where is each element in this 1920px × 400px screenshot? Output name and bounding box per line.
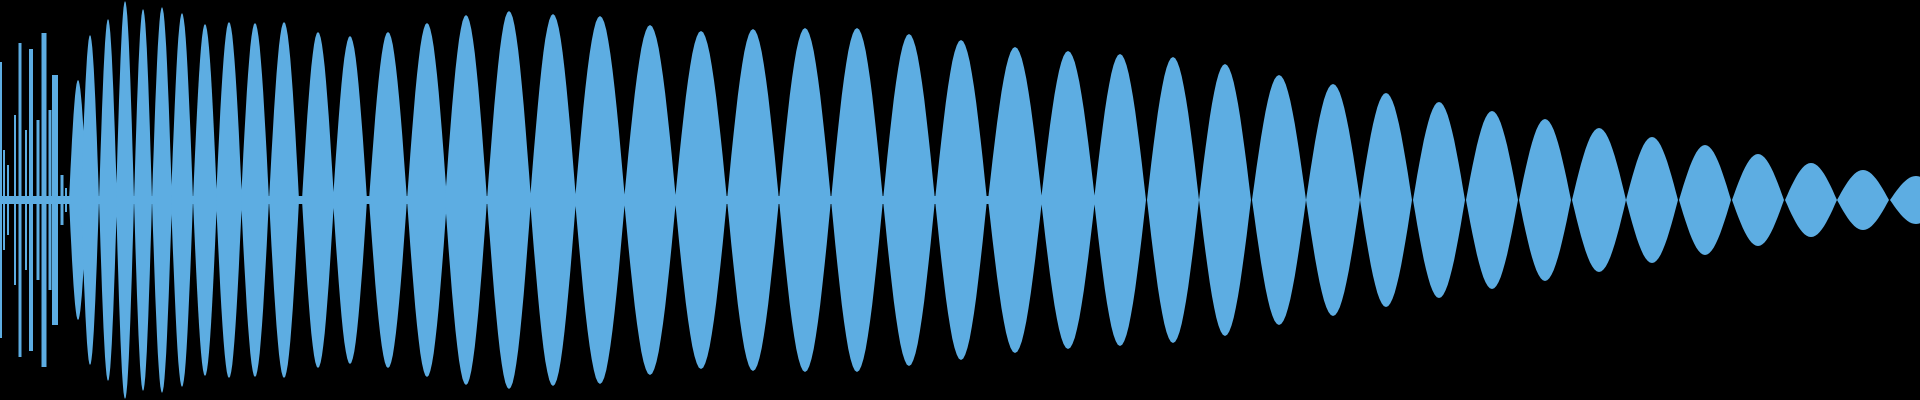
waveform-envelope-lobes (69, 1, 1920, 399)
waveform-attack-transient (0, 33, 67, 367)
